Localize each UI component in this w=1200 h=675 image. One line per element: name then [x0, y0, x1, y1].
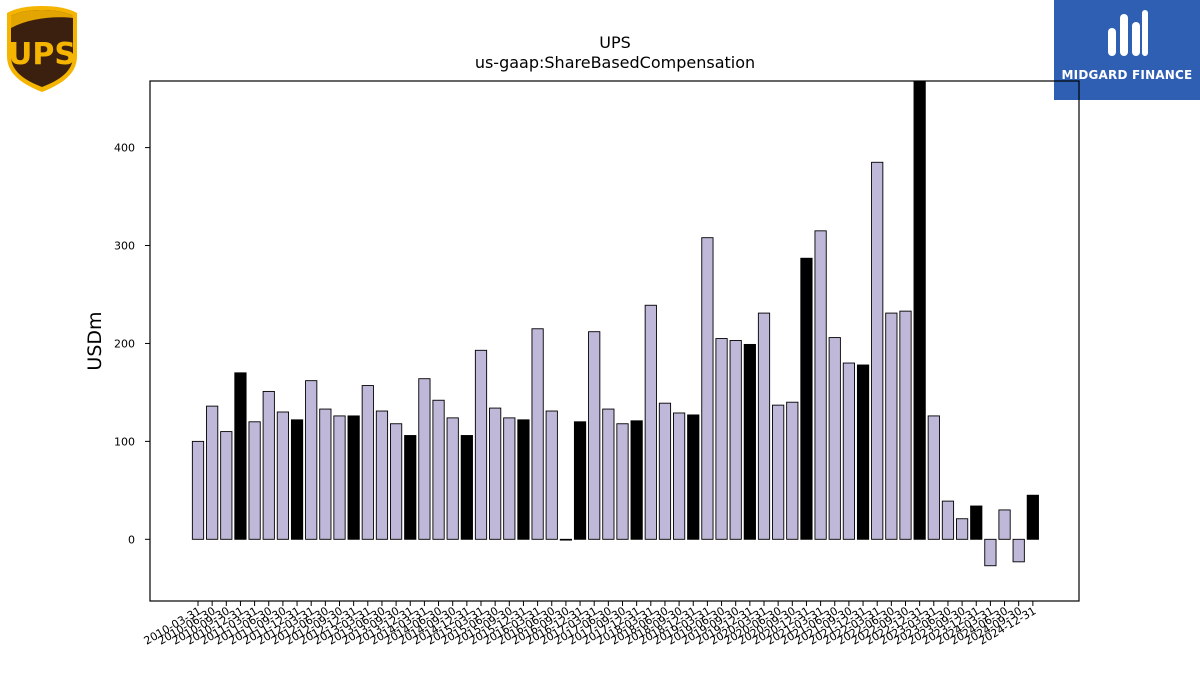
bar — [404, 435, 417, 540]
bar — [673, 412, 686, 540]
bar — [333, 415, 346, 540]
chart-subtitle: us-gaap:ShareBasedCompensation — [475, 53, 755, 72]
bar — [319, 408, 332, 540]
bar — [206, 405, 219, 540]
bar — [262, 390, 275, 540]
bar — [871, 161, 884, 540]
x-axis-ticks: 2010-03-312010-06-302010-09-302010-12-31… — [142, 601, 1038, 648]
bar — [418, 378, 431, 540]
y-tick-label: 300 — [114, 240, 135, 253]
bar — [616, 423, 629, 540]
bar — [375, 410, 389, 540]
bar — [701, 237, 714, 540]
ups-shield-icon: UPS — [7, 6, 77, 92]
bar — [715, 338, 728, 540]
bar — [1026, 494, 1039, 540]
bar — [489, 407, 502, 540]
bar — [772, 404, 785, 540]
bar — [800, 257, 813, 540]
ups-logo-text: UPS — [8, 37, 76, 72]
bar — [1012, 538, 1025, 563]
bar — [941, 500, 955, 540]
bar — [559, 538, 573, 541]
bar — [786, 401, 799, 540]
bar — [842, 362, 856, 540]
bar — [234, 372, 247, 540]
bar — [970, 505, 983, 540]
bar — [729, 340, 742, 540]
ups-logo: UPS — [4, 4, 80, 94]
bar — [347, 415, 360, 540]
bar — [191, 440, 205, 540]
bar — [248, 421, 261, 540]
bar — [588, 331, 601, 540]
y-tick-label: 400 — [114, 142, 135, 155]
bar — [630, 420, 643, 540]
y-tick-label: 100 — [114, 435, 135, 448]
bar — [446, 417, 459, 540]
bar — [984, 538, 997, 567]
bars-group — [191, 80, 1039, 567]
bar — [573, 421, 587, 540]
bar — [531, 328, 544, 540]
chart-title: UPS — [599, 33, 631, 52]
bar — [474, 349, 488, 540]
bar — [757, 312, 771, 540]
midgard-mark-icon — [1108, 10, 1148, 56]
bar — [432, 399, 445, 540]
bar — [956, 518, 969, 540]
midgard-finance-logo: MIDGARD FINANCE — [1054, 0, 1200, 100]
plot-frame — [149, 80, 1080, 602]
bar — [305, 380, 318, 540]
bar — [743, 343, 756, 540]
bar — [545, 410, 558, 540]
bar — [885, 312, 898, 540]
bar — [913, 80, 926, 540]
y-tick-label: 200 — [114, 337, 135, 350]
bar — [658, 402, 672, 540]
bar — [602, 408, 615, 540]
bar — [460, 435, 473, 540]
bar — [998, 509, 1011, 540]
y-axis-ticks: 0 100 200 300 400 — [114, 142, 150, 546]
bar — [361, 385, 374, 540]
bar — [517, 419, 530, 540]
bar — [899, 310, 912, 540]
y-axis-label: USDm — [84, 311, 106, 370]
bar — [290, 419, 304, 540]
bar — [828, 337, 841, 540]
midgard-logo-text: MIDGARD FINANCE — [1061, 68, 1193, 82]
bar — [503, 417, 516, 540]
bar — [390, 423, 403, 540]
bar — [814, 230, 827, 540]
bar — [276, 411, 290, 540]
bar — [687, 414, 700, 540]
bar — [856, 364, 870, 540]
bar — [644, 304, 657, 540]
bar — [220, 431, 233, 540]
bar — [927, 415, 940, 540]
y-tick-label: 0 — [128, 533, 135, 546]
